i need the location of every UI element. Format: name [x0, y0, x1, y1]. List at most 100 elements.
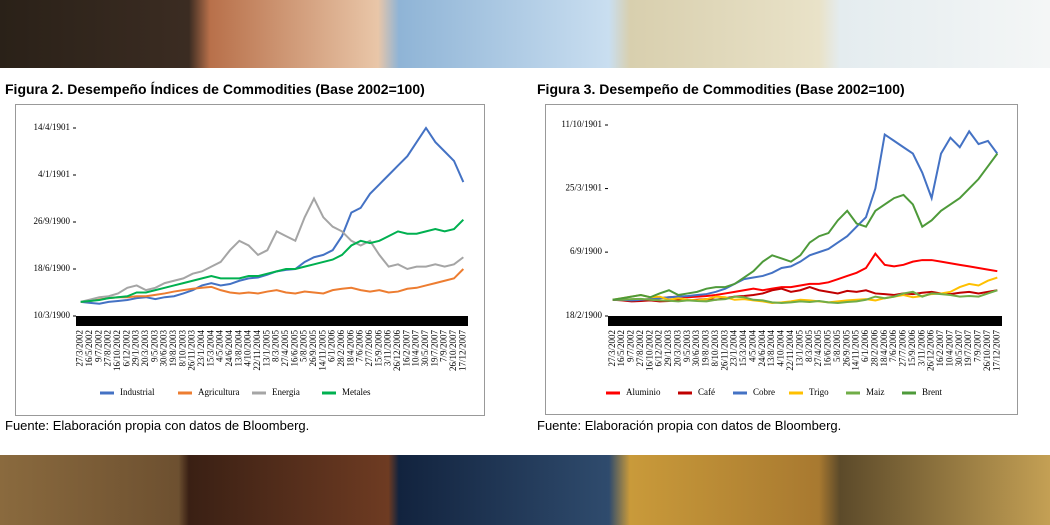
x-tick-label: 29/1/2003 [131, 330, 141, 367]
x-tick-label: 27/7/2006 [364, 330, 374, 367]
x-tick-label: 9/7/2002 [93, 330, 103, 362]
x-tick-label: 26/12/2006 [926, 330, 936, 372]
x-tick-label: 27/3/2002 [75, 330, 85, 367]
x-tick-label: 16/2/2007 [935, 330, 945, 367]
chart-frame [15, 104, 485, 416]
x-tick-label: 14/11/2005 [851, 330, 861, 371]
series-line [612, 153, 999, 301]
x-tick-label: 9/7/2002 [626, 330, 636, 362]
series-line [612, 129, 999, 302]
x-tick-label: 23/1/2004 [196, 330, 206, 367]
x-tick-label: 26/9/2005 [841, 330, 851, 367]
x-tick-label: 19/7/2007 [963, 330, 973, 367]
top-banner [0, 0, 1050, 68]
x-tick-label: 27/8/2002 [635, 330, 645, 367]
x-tick-label: 14/11/2005 [317, 330, 327, 371]
x-tick-label: 17/12/2007 [991, 330, 1001, 372]
x-tick-label: 28/2/2006 [336, 330, 346, 367]
x-tick-label: 18/4/2006 [879, 330, 889, 367]
x-tick-label: 24/6/2004 [224, 330, 234, 367]
y-tick-label: 14/4/1901 [33, 122, 70, 132]
x-tick-label: 7/6/2006 [355, 330, 365, 363]
x-tick-label: 4/5/2004 [747, 330, 757, 363]
x-tick-label: 26/10/2007 [448, 330, 458, 372]
y-tick-label: 18/6/1900 [33, 263, 70, 273]
y-tick-label: 11/10/1901 [561, 119, 602, 129]
legend-label: Industrial [120, 387, 155, 397]
legend-label: Café [698, 387, 715, 397]
x-tick-label: 18/4/2006 [345, 330, 355, 367]
x-tick-label: 26/11/2003 [187, 330, 197, 371]
legend-label: Brent [922, 387, 942, 397]
x-tick-label: 27/4/2005 [813, 330, 823, 367]
series-line [80, 218, 465, 303]
x-tick-label: 27/4/2005 [280, 330, 290, 367]
y-tick-label: 4/1/1901 [38, 169, 70, 179]
series-line [80, 196, 464, 303]
x-tick-label: 8/10/2003 [710, 330, 720, 367]
x-tick-label: 13/8/2004 [233, 330, 243, 367]
y-tick-label: 6/9/1900 [570, 246, 603, 256]
legend-label: Agricultura [198, 387, 239, 397]
x-tick-label: 27/8/2002 [103, 330, 113, 367]
x-tick-label: 30/6/2003 [691, 330, 701, 367]
x-tick-label: 9/5/2003 [682, 330, 692, 363]
x-tick-label: 19/8/2003 [701, 330, 711, 367]
x-tick-label: 3/11/2006 [916, 330, 926, 367]
x-tick-label: 6/12/2002 [654, 330, 664, 367]
x-tick-label: 16/6/2005 [823, 330, 833, 367]
y-tick-label: 10/3/1900 [33, 310, 70, 320]
source-note: Fuente: Elaboración propia con datos de … [5, 418, 309, 433]
x-tick-label: 26/12/2006 [392, 330, 402, 372]
x-tick-label: 10/4/2007 [944, 330, 954, 367]
x-tick-label: 22/11/2004 [785, 330, 795, 371]
x-tick-label: 27/3/2002 [607, 330, 617, 367]
x-tick-label: 26/10/2007 [982, 330, 992, 372]
legend-label: Energia [272, 387, 300, 397]
x-tick-label: 28/2/2006 [869, 330, 879, 367]
x-tick-label: 16/5/2002 [84, 330, 94, 367]
x-tick-label: 4/10/2004 [776, 330, 786, 367]
x-tick-label: 27/7/2006 [898, 330, 908, 367]
x-tick-label: 19/8/2003 [168, 330, 178, 367]
x-tick-label: 13/1/2005 [261, 330, 271, 367]
x-tick-label: 16/2/2007 [401, 330, 411, 367]
x-tick-label: 30/5/2007 [954, 330, 964, 367]
figure-title: Figura 3. Desempeño de Commodities (Base… [537, 81, 905, 97]
x-tick-label: 16/5/2002 [616, 330, 626, 367]
series-line [80, 268, 465, 303]
bottom-banner [0, 455, 1050, 525]
x-tick-label: 16/10/2002 [644, 330, 654, 371]
series-line [612, 286, 998, 303]
x-tick-label: 6/12/2002 [121, 330, 131, 367]
x-tick-label: 8/10/2003 [177, 330, 187, 367]
x-tick-label: 8/3/2005 [804, 330, 814, 363]
x-axis-band [608, 316, 1002, 326]
x-tick-label: 16/10/2002 [112, 330, 122, 371]
legend-label: Metales [342, 387, 371, 397]
x-tick-label: 20/3/2003 [672, 330, 682, 367]
x-tick-label: 7/9/2007 [973, 330, 983, 363]
x-tick-label: 9/5/2003 [149, 330, 159, 363]
x-tick-label: 3/11/2006 [383, 330, 393, 367]
x-tick-label: 7/6/2006 [888, 330, 898, 363]
x-tick-label: 6/1/2006 [860, 330, 870, 363]
x-tick-label: 8/3/2005 [271, 330, 281, 363]
x-tick-label: 30/5/2007 [420, 330, 430, 367]
x-tick-label: 15/3/2004 [738, 330, 748, 367]
x-tick-label: 30/6/2003 [159, 330, 169, 367]
legend-label: Aluminio [626, 387, 661, 397]
x-axis-band [76, 316, 468, 326]
x-tick-label: 26/9/2005 [308, 330, 318, 367]
x-tick-label: 17/12/2007 [457, 330, 467, 372]
x-tick-label: 20/3/2003 [140, 330, 150, 367]
x-tick-label: 16/6/2005 [289, 330, 299, 367]
y-tick-label: 25/3/1901 [565, 183, 602, 193]
x-tick-label: 10/4/2007 [411, 330, 421, 367]
series-line [612, 289, 998, 304]
source-note: Fuente: Elaboración propia con datos de … [537, 418, 841, 433]
figure-title: Figura 2. Desempeño Índices de Commoditi… [5, 81, 425, 97]
x-tick-label: 15/9/2006 [907, 330, 917, 367]
y-tick-label: 18/2/1900 [565, 310, 602, 320]
